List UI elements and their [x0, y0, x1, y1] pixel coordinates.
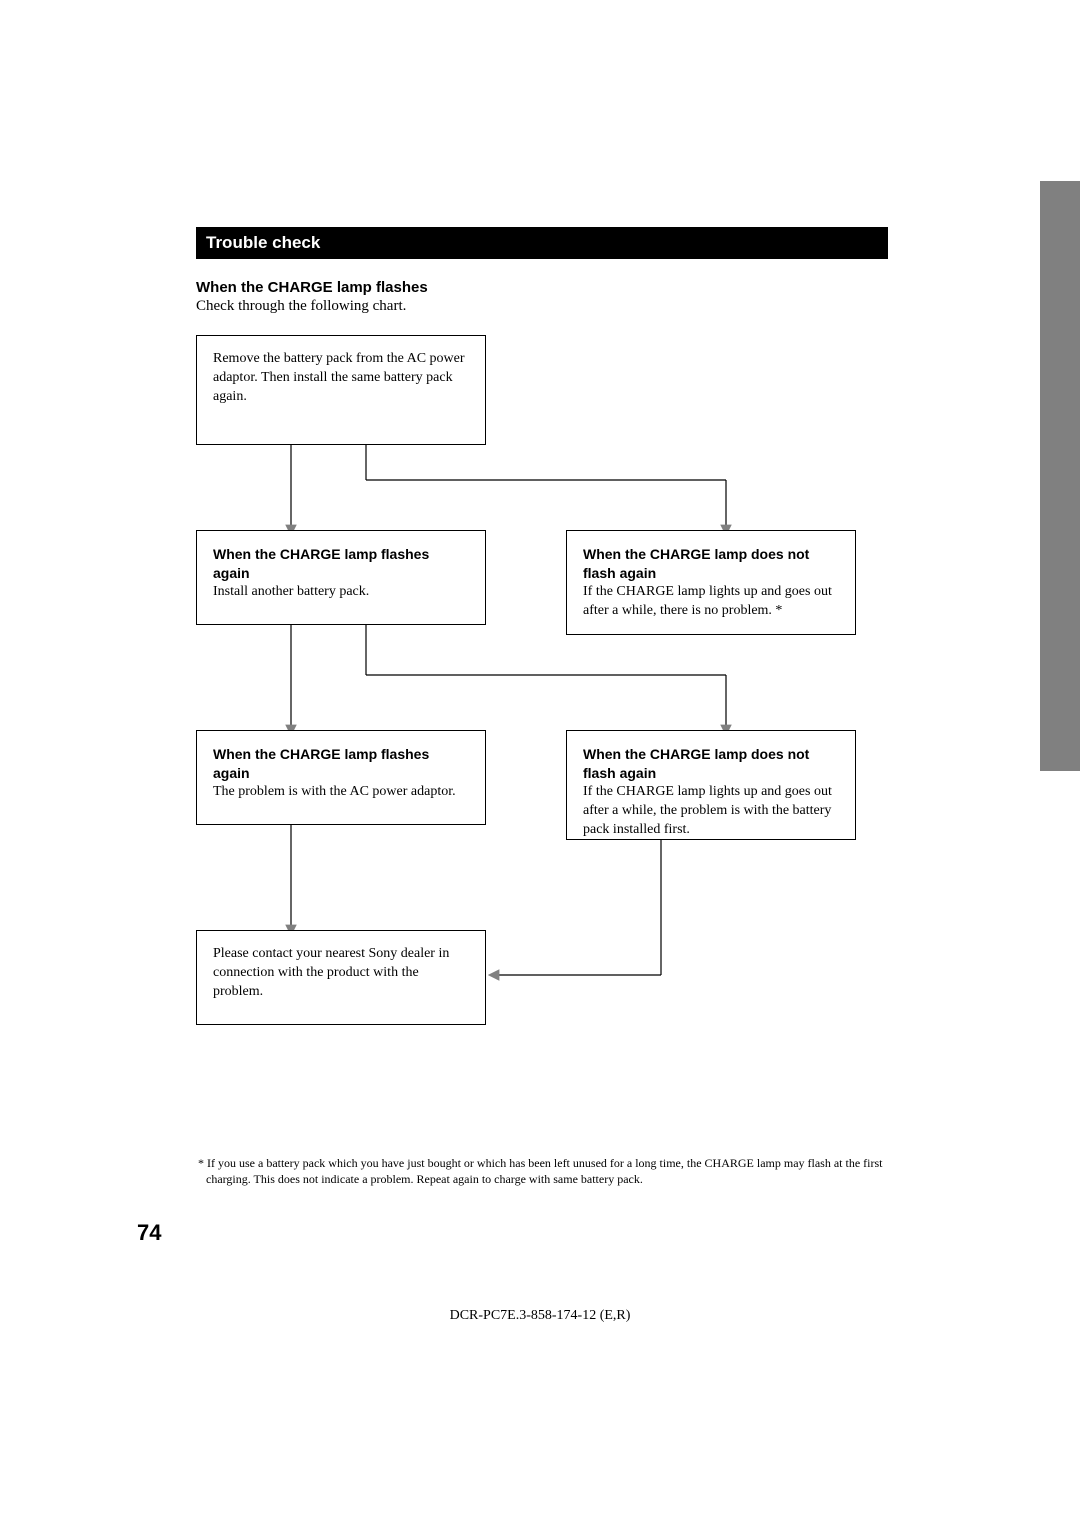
flowchart-box-right2: When the CHARGE lamp does not flash agai… — [566, 730, 856, 840]
flowchart-box-text: If the CHARGE lamp lights up and goes ou… — [583, 583, 839, 621]
flowchart-box-right1: When the CHARGE lamp does not flash agai… — [566, 530, 856, 635]
section-tab-sidebar — [1040, 181, 1080, 771]
flowchart-box-left1: When the CHARGE lamp flashes again Insta… — [196, 530, 486, 625]
flowchart-box-heading: When the CHARGE lamp does not flash agai… — [583, 545, 839, 583]
footnote: * If you use a battery pack which you ha… — [196, 1155, 888, 1187]
flowchart-box-heading: When the CHARGE lamp flashes again — [213, 545, 469, 583]
flowchart-box-heading: When the CHARGE lamp flashes again — [213, 745, 469, 783]
flowchart-box-text: Install another battery pack. — [213, 583, 469, 602]
page-content: Trouble check When the CHARGE lamp flash… — [196, 227, 888, 1187]
flowchart: Remove the battery pack from the AC powe… — [196, 335, 888, 1115]
flowchart-box-left2: When the CHARGE lamp flashes again The p… — [196, 730, 486, 825]
flowchart-box-text: If the CHARGE lamp lights up and goes ou… — [583, 783, 839, 840]
flowchart-box-heading: When the CHARGE lamp does not flash agai… — [583, 745, 839, 783]
section-intro: Check through the following chart. — [196, 298, 888, 315]
section-subtitle: When the CHARGE lamp flashes — [196, 279, 888, 296]
flowchart-box-text: Please contact your nearest Sony dealer … — [213, 945, 469, 1002]
flowchart-box-start: Remove the battery pack from the AC powe… — [196, 335, 486, 445]
section-title-bar: Trouble check — [196, 227, 888, 259]
flowchart-box-text: Remove the battery pack from the AC powe… — [213, 350, 469, 407]
flowchart-box-text: The problem is with the AC power adaptor… — [213, 783, 469, 802]
page-number: 74 — [137, 1220, 161, 1246]
flowchart-box-final: Please contact your nearest Sony dealer … — [196, 930, 486, 1025]
document-footer: DCR-PC7E.3-858-174-12 (E,R) — [0, 1308, 1080, 1324]
